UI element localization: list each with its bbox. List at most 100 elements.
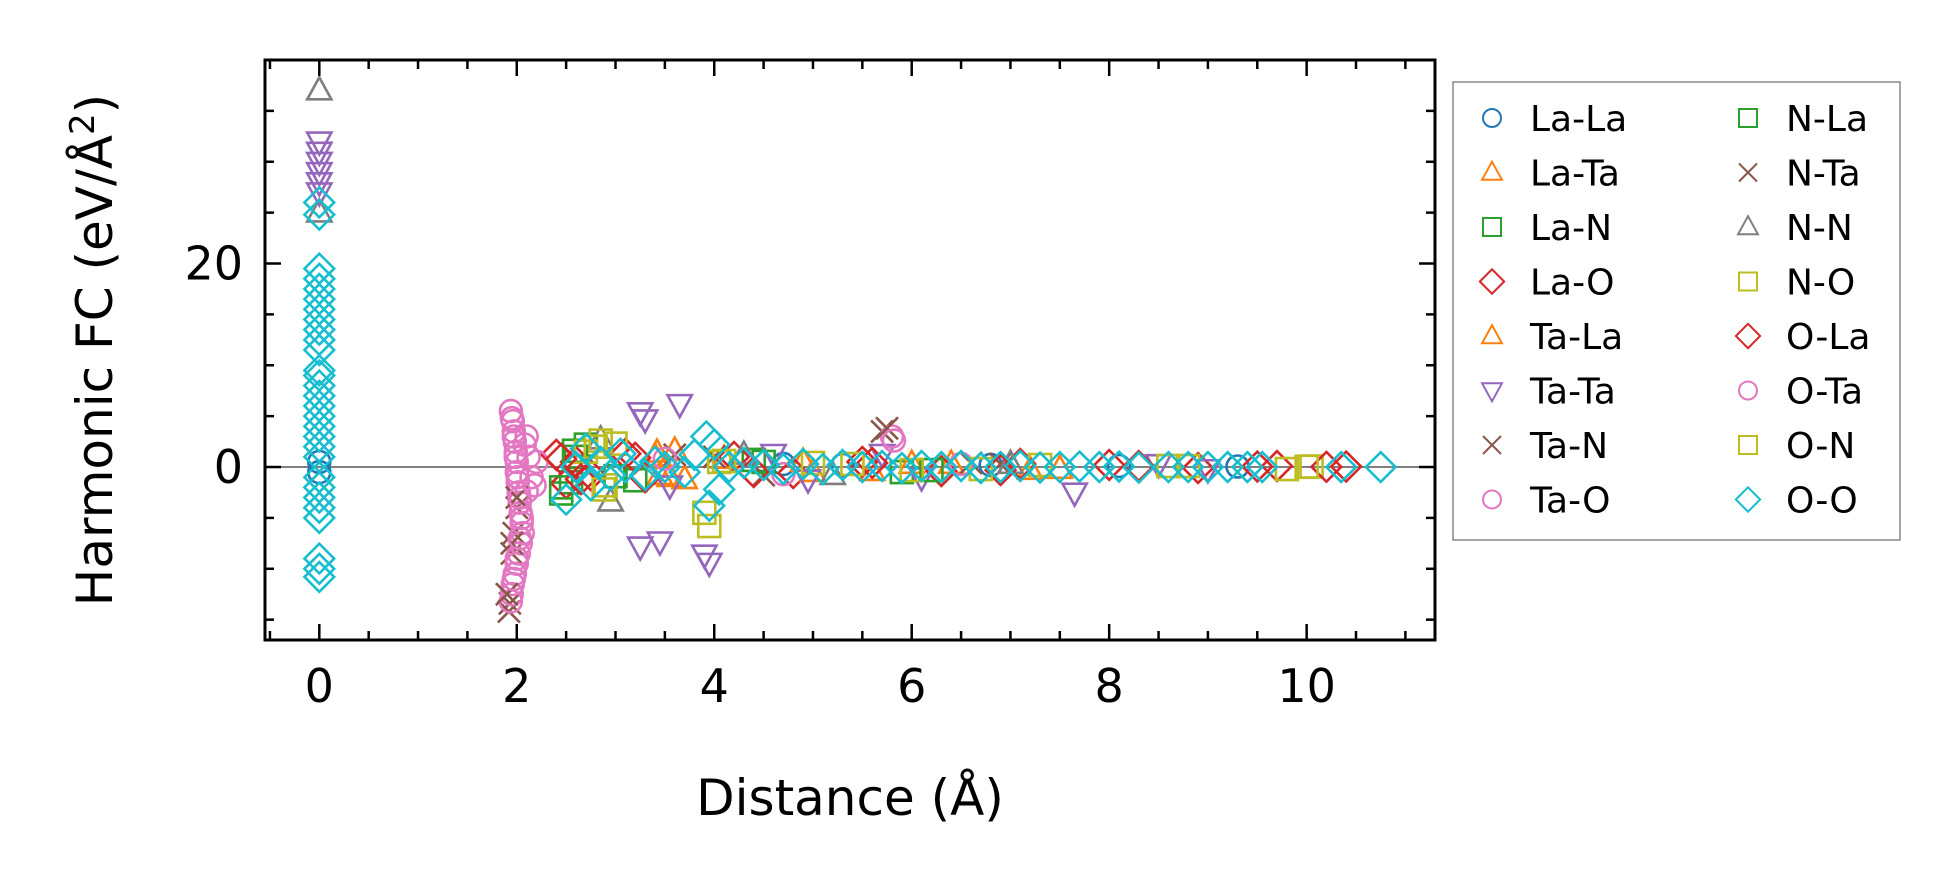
data-point-O-O bbox=[1122, 450, 1156, 485]
data-point-O-O bbox=[1364, 450, 1398, 484]
legend-label: Ta-La bbox=[1529, 317, 1623, 358]
series-Ta-Ta bbox=[305, 131, 1223, 579]
data-point-O-O bbox=[302, 312, 336, 347]
data-point-Ta-Ta bbox=[665, 393, 694, 420]
series-O-O bbox=[302, 185, 1398, 594]
data-point-La-Ta bbox=[857, 455, 887, 482]
y-tick-label: 20 bbox=[184, 237, 243, 291]
y-tick-label: 0 bbox=[214, 440, 243, 494]
legend-item-N-Ta: N-Ta bbox=[1738, 154, 1861, 195]
legend-marker-N-Ta bbox=[1738, 162, 1758, 183]
legend-marker-O-Ta bbox=[1738, 380, 1758, 401]
plot-frame bbox=[263, 58, 1437, 642]
legend-item-La-N: La-N bbox=[1482, 208, 1612, 249]
data-point-O-Ta bbox=[509, 505, 535, 531]
data-point-O-O bbox=[806, 452, 840, 486]
axis-ticks bbox=[265, 58, 1435, 640]
legend-item-Ta-N: Ta-N bbox=[1482, 426, 1608, 467]
data-point-Ta-O bbox=[652, 446, 678, 472]
data-point-O-O bbox=[1245, 450, 1279, 484]
x-tick-label: 10 bbox=[1277, 659, 1336, 713]
legend-label: N-La bbox=[1786, 99, 1868, 140]
data-point-O-O bbox=[302, 262, 336, 296]
data-point-Ta-Ta bbox=[625, 536, 655, 563]
data-point-O-Ta bbox=[503, 444, 529, 470]
data-point-N-O bbox=[1156, 453, 1181, 479]
data-point-O-O bbox=[302, 491, 336, 525]
y-axis-title-main: Harmonic FC (eV/Å bbox=[66, 135, 124, 606]
data-point-O-O bbox=[302, 552, 336, 586]
data-point-La-O bbox=[1092, 448, 1126, 482]
y-tick-labels: 0 20 bbox=[184, 237, 243, 495]
x-tick-label: 4 bbox=[700, 659, 729, 713]
data-point-O-Ta bbox=[507, 485, 533, 510]
legend-items: La-La La-Ta La-N La-O Ta-La Ta-Ta Ta-N Ta-O N-La… bbox=[1478, 99, 1870, 522]
legend-label: Ta-Ta bbox=[1529, 372, 1616, 413]
data-point-O-O bbox=[302, 282, 336, 316]
data-point-O-O bbox=[667, 455, 702, 489]
data-point-N-O bbox=[899, 457, 925, 483]
data-point-N-O bbox=[697, 513, 722, 539]
data-point-Ta-Ta bbox=[1060, 482, 1089, 509]
data-point-O-N bbox=[840, 451, 865, 477]
data-point-Ta-La bbox=[655, 461, 685, 488]
legend-label: La-La bbox=[1530, 99, 1627, 140]
data-point-O-O bbox=[302, 480, 336, 515]
legend-marker-O-N bbox=[1738, 435, 1758, 455]
legend-marker-Ta-O bbox=[1482, 489, 1502, 510]
data-point-O-O bbox=[825, 448, 860, 482]
series-O-Ta bbox=[499, 405, 907, 592]
x-tick-labels: 0 2 4 6 8 10 bbox=[305, 659, 1336, 713]
legend-item-O-N: O-N bbox=[1738, 426, 1855, 467]
y-axis-title-end: ) bbox=[66, 94, 124, 114]
data-point-O-O bbox=[302, 302, 336, 337]
data-point-O-Ta bbox=[501, 424, 527, 449]
data-point-O-O bbox=[302, 541, 336, 576]
data-point-Ta-O bbox=[514, 479, 539, 504]
data-point-La-O bbox=[1181, 451, 1215, 485]
data-point-N-N bbox=[818, 459, 848, 486]
data-point-O-O bbox=[608, 450, 643, 484]
data-points bbox=[302, 74, 1398, 624]
legend-marker-La-O bbox=[1478, 267, 1506, 296]
legend-item-O-La: O-La bbox=[1734, 317, 1870, 358]
legend-item-Ta-La: Ta-La bbox=[1480, 317, 1623, 358]
legend-item-La-Ta: La-Ta bbox=[1480, 154, 1620, 195]
legend-label: O-O bbox=[1786, 481, 1858, 522]
data-point-O-O bbox=[302, 197, 336, 232]
legend-marker-Ta-N bbox=[1482, 435, 1502, 455]
legend-marker-O-O bbox=[1734, 485, 1762, 514]
data-point-O-O bbox=[302, 501, 336, 535]
data-point-N-N bbox=[305, 74, 334, 101]
data-point-O-O bbox=[766, 452, 801, 486]
legend-item-La-O: La-O bbox=[1478, 263, 1614, 304]
data-point-O-O bbox=[302, 409, 336, 444]
data-point-O-O bbox=[549, 482, 583, 517]
legend-label: O-La bbox=[1786, 317, 1870, 358]
data-point-O-O bbox=[302, 560, 336, 594]
legend-marker-Ta-Ta bbox=[1480, 382, 1504, 404]
legend-item-Ta-O: Ta-O bbox=[1482, 481, 1610, 522]
legend-label: N-N bbox=[1786, 208, 1853, 249]
legend-label: La-N bbox=[1530, 208, 1612, 249]
legend-marker-La-La bbox=[1482, 108, 1502, 128]
y-axis-title: Harmonic FC (eV/Å2) bbox=[63, 94, 124, 606]
data-point-Ta-Ta bbox=[630, 409, 660, 436]
legend-marker-N-La bbox=[1738, 108, 1758, 128]
y-axis-title-sup: 2 bbox=[63, 113, 103, 135]
x-axis-title: Distance (Å) bbox=[696, 769, 1004, 827]
legend-label: La-O bbox=[1530, 263, 1614, 304]
data-point-O-O bbox=[302, 251, 336, 286]
data-point-La-La bbox=[1106, 453, 1132, 479]
data-point-O-N bbox=[1294, 454, 1319, 480]
data-point-Ta-Ta bbox=[1193, 458, 1223, 485]
data-point-N-O bbox=[588, 428, 613, 453]
data-point-O-O bbox=[1230, 450, 1265, 484]
legend-marker-La-N bbox=[1482, 217, 1502, 237]
legend-item-La-La: La-La bbox=[1482, 99, 1627, 140]
legend-item-N-N: N-N bbox=[1736, 208, 1853, 249]
data-point-O-N bbox=[583, 434, 609, 459]
data-point-O-O bbox=[302, 292, 336, 326]
data-point-O-O bbox=[302, 353, 336, 388]
